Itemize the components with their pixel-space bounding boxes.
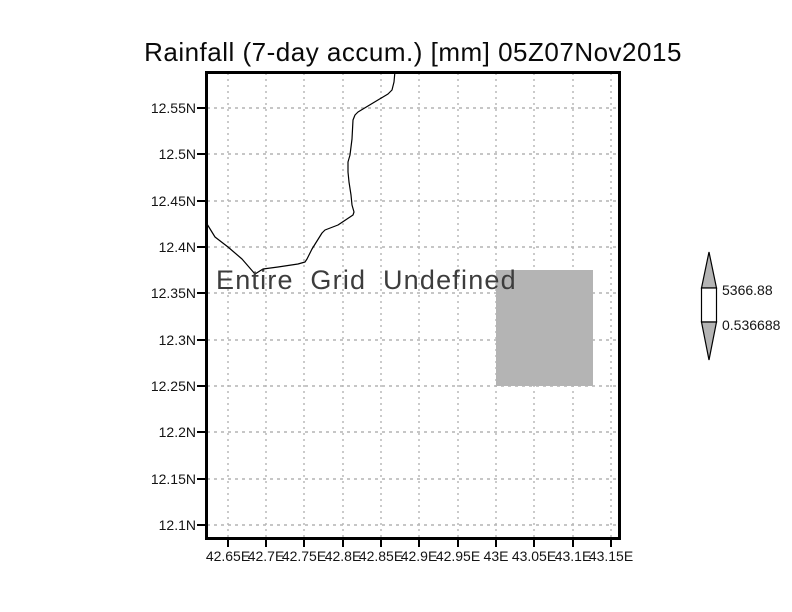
lon-label: 42.75E [282, 548, 326, 564]
lat-label: 12.5N [159, 146, 196, 162]
latitude-axis-labels: 12.55N 12.5N 12.45N 12.4N 12.35N 12.3N 1… [151, 100, 196, 533]
latitude-ticks [197, 107, 206, 526]
coastline [206, 70, 396, 275]
longitude-axis-labels: 42.65E 42.7E 42.75E 42.8E 42.85E 42.9E 4… [206, 548, 633, 564]
lon-label: 42.8E [325, 548, 362, 564]
undefined-shaded-region [496, 270, 593, 386]
lat-label: 12.15N [151, 471, 196, 487]
lat-label: 12.55N [151, 100, 196, 116]
lon-label: 43E [484, 548, 509, 564]
lon-label: 43.15E [589, 548, 633, 564]
colorbar-upper-arrow [700, 251, 718, 289]
lat-label: 12.25N [151, 378, 196, 394]
lat-label: 12.4N [159, 239, 196, 255]
lon-label: 43.1E [555, 548, 592, 564]
lon-label: 42.9E [401, 548, 438, 564]
lon-label: 42.7E [248, 548, 285, 564]
latitude-gridlines [207, 107, 618, 526]
lat-label: 12.35N [151, 285, 196, 301]
colorbar: 5366.88 0.536688 [700, 251, 781, 361]
lat-label: 12.3N [159, 332, 196, 348]
colorbar-lower-arrow [700, 321, 718, 361]
colorbar-max-label: 5366.88 [722, 282, 773, 298]
plot-title: Rainfall (7-day accum.) [mm] 05Z07Nov201… [144, 37, 682, 67]
lon-label: 43.05E [512, 548, 556, 564]
lat-label: 12.2N [159, 424, 196, 440]
lon-label: 42.65E [206, 548, 250, 564]
map-frame [205, 71, 621, 540]
colorbar-body [700, 287, 718, 323]
colorbar-min-label: 0.536688 [722, 317, 781, 333]
lon-label: 42.95E [436, 548, 480, 564]
lat-label: 12.45N [151, 193, 196, 209]
lon-label: 42.85E [359, 548, 403, 564]
lat-label: 12.1N [159, 517, 196, 533]
undefined-grid-annotation: Entire Grid Undefined [216, 265, 517, 295]
longitude-ticks [227, 539, 612, 547]
